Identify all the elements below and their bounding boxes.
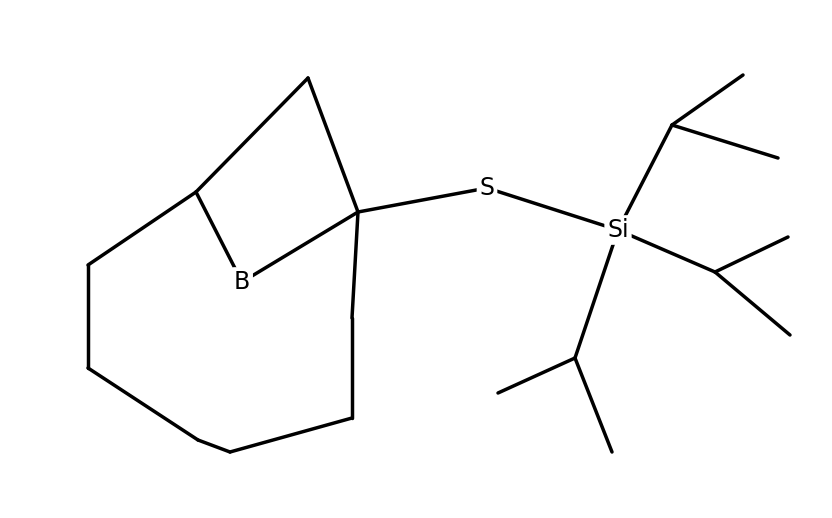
Text: S: S: [479, 176, 494, 200]
Text: Si: Si: [607, 218, 629, 242]
Text: B: B: [234, 270, 250, 294]
